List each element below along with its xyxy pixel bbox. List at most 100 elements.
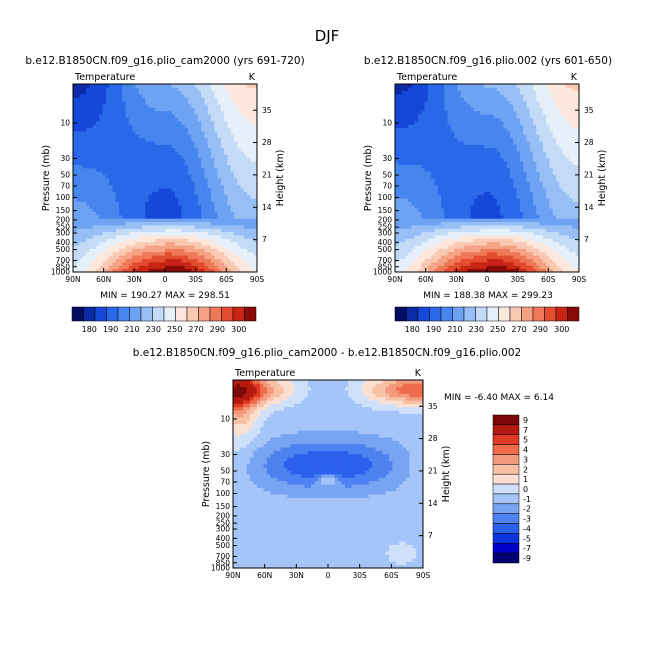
- field-cell: [204, 127, 209, 132]
- field-cell: [109, 241, 113, 246]
- field-cell: [174, 218, 179, 223]
- y2-tick-label: 28: [262, 138, 272, 147]
- field-cell: [477, 110, 481, 115]
- field-cell: [82, 94, 87, 98]
- field-cell: [102, 225, 107, 229]
- field-cell: [128, 221, 133, 226]
- field-cell: [224, 218, 228, 223]
- field-cell: [194, 208, 199, 212]
- field-cell: [132, 141, 136, 145]
- field-cell: [142, 164, 146, 169]
- field-cell: [135, 131, 140, 135]
- field-cell: [128, 258, 133, 263]
- field-cell: [398, 120, 402, 125]
- field-cell: [243, 124, 248, 129]
- field-cell: [165, 134, 169, 139]
- field-cell: [473, 191, 478, 196]
- field-cell: [243, 235, 248, 239]
- field-cell: [464, 251, 468, 256]
- field-cell: [444, 191, 448, 196]
- field-cell: [217, 97, 222, 102]
- field-cell: [398, 245, 402, 249]
- field-cell: [86, 235, 90, 239]
- field-cell: [73, 144, 77, 149]
- field-cell: [418, 164, 422, 169]
- field-cell: [424, 161, 429, 165]
- field-cell: [483, 127, 488, 132]
- field-cell: [217, 221, 222, 226]
- field-cell: [73, 141, 77, 145]
- field-cell: [437, 104, 442, 108]
- field-cell: [82, 144, 87, 149]
- field-cell: [444, 181, 448, 186]
- field-cell: [148, 144, 153, 149]
- field-cell: [92, 208, 97, 212]
- field-cell: [220, 198, 225, 202]
- field-cell: [470, 90, 475, 95]
- field-cell: [82, 225, 87, 229]
- field-cell: [105, 84, 110, 88]
- field-cell: [128, 218, 133, 223]
- field-cell: [165, 131, 169, 135]
- field-cell: [398, 114, 402, 118]
- field-cell: [151, 174, 156, 179]
- field-cell: [457, 137, 462, 142]
- field-cell: [122, 117, 126, 122]
- field-cell: [473, 124, 478, 129]
- field-cell: [240, 191, 245, 196]
- field-cell: [447, 265, 452, 270]
- field-cell: [247, 164, 251, 169]
- field-cell: [234, 141, 238, 145]
- field-cell: [427, 134, 432, 139]
- field-cell: [211, 191, 215, 196]
- field-cell: [411, 161, 416, 165]
- field-cell: [434, 231, 439, 236]
- field-cell: [418, 104, 422, 108]
- field-cell: [398, 90, 402, 95]
- field-cell: [191, 201, 195, 206]
- field-cell: [92, 94, 97, 98]
- field-cell: [76, 147, 80, 152]
- field-cell: [401, 191, 406, 196]
- field-cell: [421, 225, 425, 229]
- field-cell: [102, 255, 107, 259]
- field-cell: [230, 117, 235, 122]
- field-cell: [158, 120, 163, 125]
- field-cell: [444, 251, 448, 256]
- field-cell: [105, 211, 110, 216]
- field-cell: [490, 231, 494, 236]
- field-cell: [188, 134, 192, 139]
- field-cell: [82, 171, 87, 176]
- field-cell: [441, 228, 445, 233]
- field-cell: [230, 211, 235, 216]
- field-cell: [92, 204, 97, 209]
- field-cell: [109, 188, 113, 192]
- field-cell: [145, 268, 149, 273]
- field-cell: [102, 114, 107, 118]
- field-cell: [217, 251, 222, 256]
- field-cell: [250, 198, 255, 202]
- field-cell: [79, 228, 84, 233]
- field-cell: [112, 87, 117, 92]
- field-cell: [224, 201, 228, 206]
- field-cell: [158, 208, 163, 212]
- field-cell: [105, 147, 110, 152]
- field-cell: [483, 245, 488, 249]
- field-cell: [250, 204, 255, 209]
- field-cell: [119, 201, 123, 206]
- field-cell: [493, 114, 498, 118]
- field-cell: [483, 107, 488, 112]
- field-cell: [201, 174, 205, 179]
- field-cell: [427, 214, 432, 219]
- field-cell: [161, 100, 166, 105]
- field-cell: [421, 131, 425, 135]
- field-cell: [401, 144, 406, 149]
- field-cell: [487, 154, 491, 159]
- field-cell: [424, 97, 429, 102]
- field-cell: [487, 114, 491, 118]
- field-cell: [470, 114, 475, 118]
- field-cell: [234, 235, 238, 239]
- field-cell: [188, 90, 192, 95]
- field-cell: [224, 171, 228, 176]
- field-cell: [421, 94, 425, 98]
